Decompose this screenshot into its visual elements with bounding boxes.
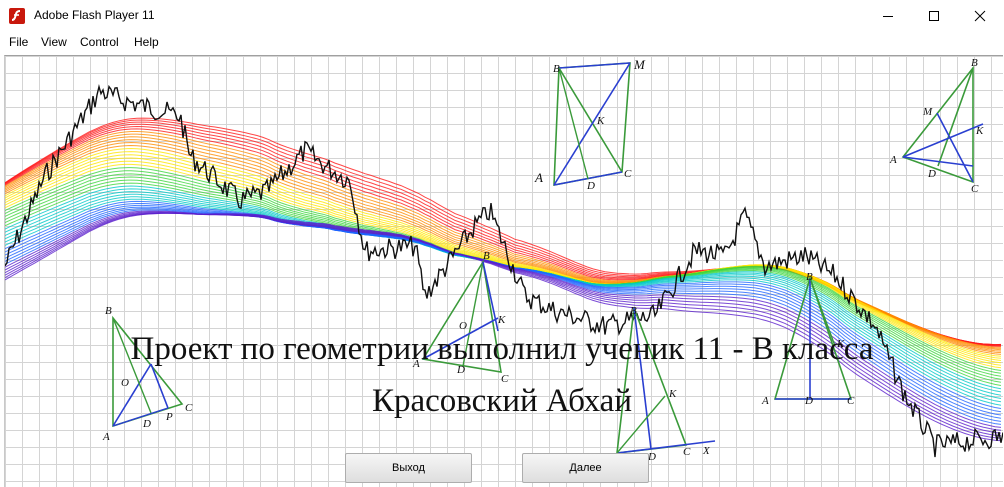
geometry-figure-top-right: B M K A D C — [889, 57, 984, 195]
fig-label: K — [668, 388, 677, 400]
minimize-icon — [883, 16, 893, 17]
fig-label: B — [630, 305, 637, 317]
fig-label: D — [804, 395, 813, 407]
fig-label: D — [586, 180, 595, 192]
fig-label: X — [702, 445, 711, 457]
fig-label: A — [889, 154, 897, 166]
ribbon-band — [5, 125, 1002, 347]
title-bar: Adobe Flash Player 11 — [0, 0, 1004, 32]
fig-label: K — [497, 314, 506, 326]
maximize-button[interactable] — [911, 0, 957, 32]
fig-label: K — [596, 115, 605, 127]
geometry-figure-top-center: B M K A D C — [534, 57, 646, 192]
menu-view[interactable]: View — [41, 35, 67, 49]
maximize-icon — [929, 11, 939, 21]
fig-label: C — [971, 183, 979, 195]
fig-label: C — [185, 402, 193, 414]
fig-label: D — [647, 451, 656, 463]
menu-file[interactable]: File — [9, 35, 29, 49]
fig-label: C — [683, 446, 691, 458]
menu-help[interactable]: Help — [134, 35, 159, 49]
menu-bar: File View Control Help — [0, 32, 1004, 52]
fig-label: B — [483, 250, 490, 262]
fig-label: B — [553, 63, 560, 75]
fig-label: D — [456, 364, 465, 376]
fig-label: K — [836, 338, 845, 350]
fig-label: A — [534, 170, 543, 185]
minimize-button[interactable] — [865, 0, 911, 32]
fig-label: B — [971, 57, 978, 69]
exit-button[interactable]: Выход — [345, 453, 472, 483]
fig-label: D — [142, 418, 151, 430]
ribbon-band — [5, 119, 1002, 346]
flash-player-icon — [9, 8, 25, 24]
next-button[interactable]: Далее — [522, 453, 649, 483]
geometry-figure-right: B K A D C — [761, 271, 855, 407]
fig-label: A — [761, 395, 769, 407]
price-line — [5, 83, 1003, 458]
close-icon — [974, 10, 986, 22]
rainbow-ribbon — [5, 117, 1002, 442]
project-title: Проект по геометрии выполнил ученик 11 -… — [130, 331, 874, 367]
stage-artwork: B M K A D C B M K A D C B — [5, 57, 1003, 469]
fig-label: B — [105, 305, 112, 317]
ribbon-band — [5, 154, 1002, 361]
fig-label: M — [922, 106, 933, 118]
fig-label: P — [165, 411, 173, 423]
ribbon-band — [5, 117, 1002, 346]
geometry-figure-left: B O A D P C — [102, 305, 193, 443]
fig-label: M — [633, 57, 646, 72]
fig-label: K — [975, 125, 984, 137]
menu-control[interactable]: Control — [80, 35, 119, 49]
fig-label: O — [459, 320, 467, 332]
ribbon-band — [5, 212, 1002, 442]
fig-label: D — [927, 168, 936, 180]
fig-label: C — [501, 373, 509, 385]
geometry-figure-center-bottom: B K A D C X — [606, 305, 716, 469]
flash-stage[interactable]: B M K A D C B M K A D C B — [4, 55, 1003, 487]
ribbon-band — [5, 160, 1002, 366]
fig-label: O — [121, 377, 129, 389]
author-name: Красовский Абхай — [371, 383, 632, 419]
close-button[interactable] — [957, 0, 1003, 32]
fig-label: C — [847, 395, 855, 407]
fig-label: A — [412, 358, 420, 370]
geometry-figure-mid-left: B O K A D C — [412, 250, 509, 385]
fig-label: B — [806, 271, 813, 283]
fig-label: C — [624, 168, 632, 180]
ribbon-band — [5, 157, 1002, 364]
window-title: Adobe Flash Player 11 — [34, 8, 155, 22]
fig-label: A — [102, 431, 110, 443]
